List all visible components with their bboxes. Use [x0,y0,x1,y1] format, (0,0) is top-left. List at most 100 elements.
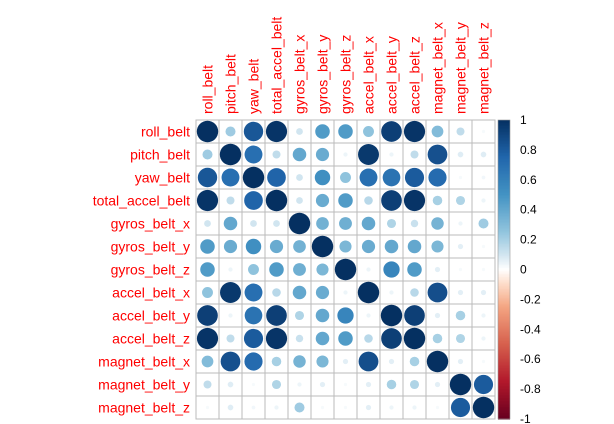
correlation-circle [381,328,402,349]
correlation-circle [358,144,379,165]
colorbar-segment [498,139,510,142]
correlation-circle [386,379,397,390]
colorbar-segment [498,306,510,309]
colorbar-segment [498,254,510,257]
colorbar-segment [498,259,510,262]
correlation-circle [272,288,281,297]
row-label: accel_belt_z [112,331,190,347]
correlation-circle [320,405,325,410]
colorbar-segment [498,312,510,315]
colorbar-segment [498,279,510,283]
colorbar-segment [498,230,510,233]
colorbar-segment [498,221,510,224]
correlation-circle [338,124,353,139]
colorbar-segment [498,380,510,383]
colorbar-segment [498,291,510,295]
colorbar-tick-label: 1 [520,113,527,127]
colorbar-segment [498,235,510,238]
correlation-circle [296,197,303,204]
colorbar-segment [498,167,510,170]
colorbar-segment [498,399,510,402]
correlation-circle [196,327,219,350]
correlation-circle [315,331,330,346]
column-label: gyros_belt_z [338,35,354,114]
colorbar-segment [498,244,510,247]
colorbar-segment [498,347,510,350]
correlation-circle [409,379,420,390]
colorbar-segment [498,287,510,290]
correlation-circle [315,147,330,162]
correlation-circle [250,220,257,227]
column-label: magnet_belt_y [453,22,469,114]
correlation-circle [407,262,422,277]
correlation-circle [292,285,307,300]
correlation-circle [200,239,215,254]
colorbar-segment [498,245,510,248]
column-label: pitch_belt [223,54,239,114]
correlation-circle [220,282,241,303]
colorbar-segment [498,330,510,333]
correlation-circle [449,373,472,396]
colorbar-segment [498,206,510,209]
correlation-circle [221,168,240,187]
colorbar-segment [498,363,510,366]
correlation-circle [340,172,351,183]
correlation-circle [431,217,444,230]
correlation-circle [427,144,448,165]
colorbar-segment [498,181,510,184]
colorbar-segment [498,276,510,280]
colorbar-segment [498,398,510,401]
colorbar-segment [498,176,510,179]
colorbar-segment [498,218,510,221]
correlation-circle [251,405,256,410]
correlation-circle [481,198,486,203]
correlation-circle [458,267,463,272]
colorbar-segment [498,336,510,339]
colorbar-segment [498,369,510,372]
correlation-circle [338,193,353,208]
colorbar-segment [498,184,510,187]
colorbar-segment [498,128,510,132]
correlation-circle [366,313,371,318]
colorbar-segment [498,416,510,419]
correlation-circle [427,282,448,303]
correlation-circle [271,379,282,390]
colorbar-segment [498,345,510,348]
correlation-circle [426,350,449,373]
colorbar-segment [498,208,510,211]
colorbar-segment [498,133,510,136]
colorbar-segment [498,293,510,296]
colorbar-segment [498,290,510,293]
colorbar-segment [498,263,510,266]
colorbar-segment [498,321,510,324]
colorbar-segment [498,405,510,408]
colorbar-segment [498,194,510,197]
colorbar-segment [498,173,510,176]
row-label: accel_belt_y [112,308,190,324]
correlation-circles [196,120,495,419]
colorbar-segment [498,338,510,341]
colorbar-segment [498,362,510,365]
colorbar-segment [498,175,510,178]
correlation-circle [292,147,307,162]
correlation-circle [265,120,288,143]
colorbar-segment [498,205,510,208]
correlation-circle [338,331,353,346]
correlation-circle [389,290,394,295]
colorbar-segment [498,142,510,145]
correlation-circle [267,168,286,187]
correlation-circle [296,174,303,181]
correlation-circle [363,126,374,137]
correlation-circle [265,189,288,212]
correlation-circle [365,404,372,411]
colorbar-segment [498,396,510,399]
colorbar-segment [498,268,510,271]
correlation-circle [295,334,304,343]
row-label: gyros_belt_x [111,216,190,232]
row-label: total_accel_belt [93,193,190,209]
colorbar-segment [498,170,510,173]
colorbar-segment [498,130,510,133]
colorbar-segment [498,224,510,227]
colorbar-segment [498,408,510,411]
